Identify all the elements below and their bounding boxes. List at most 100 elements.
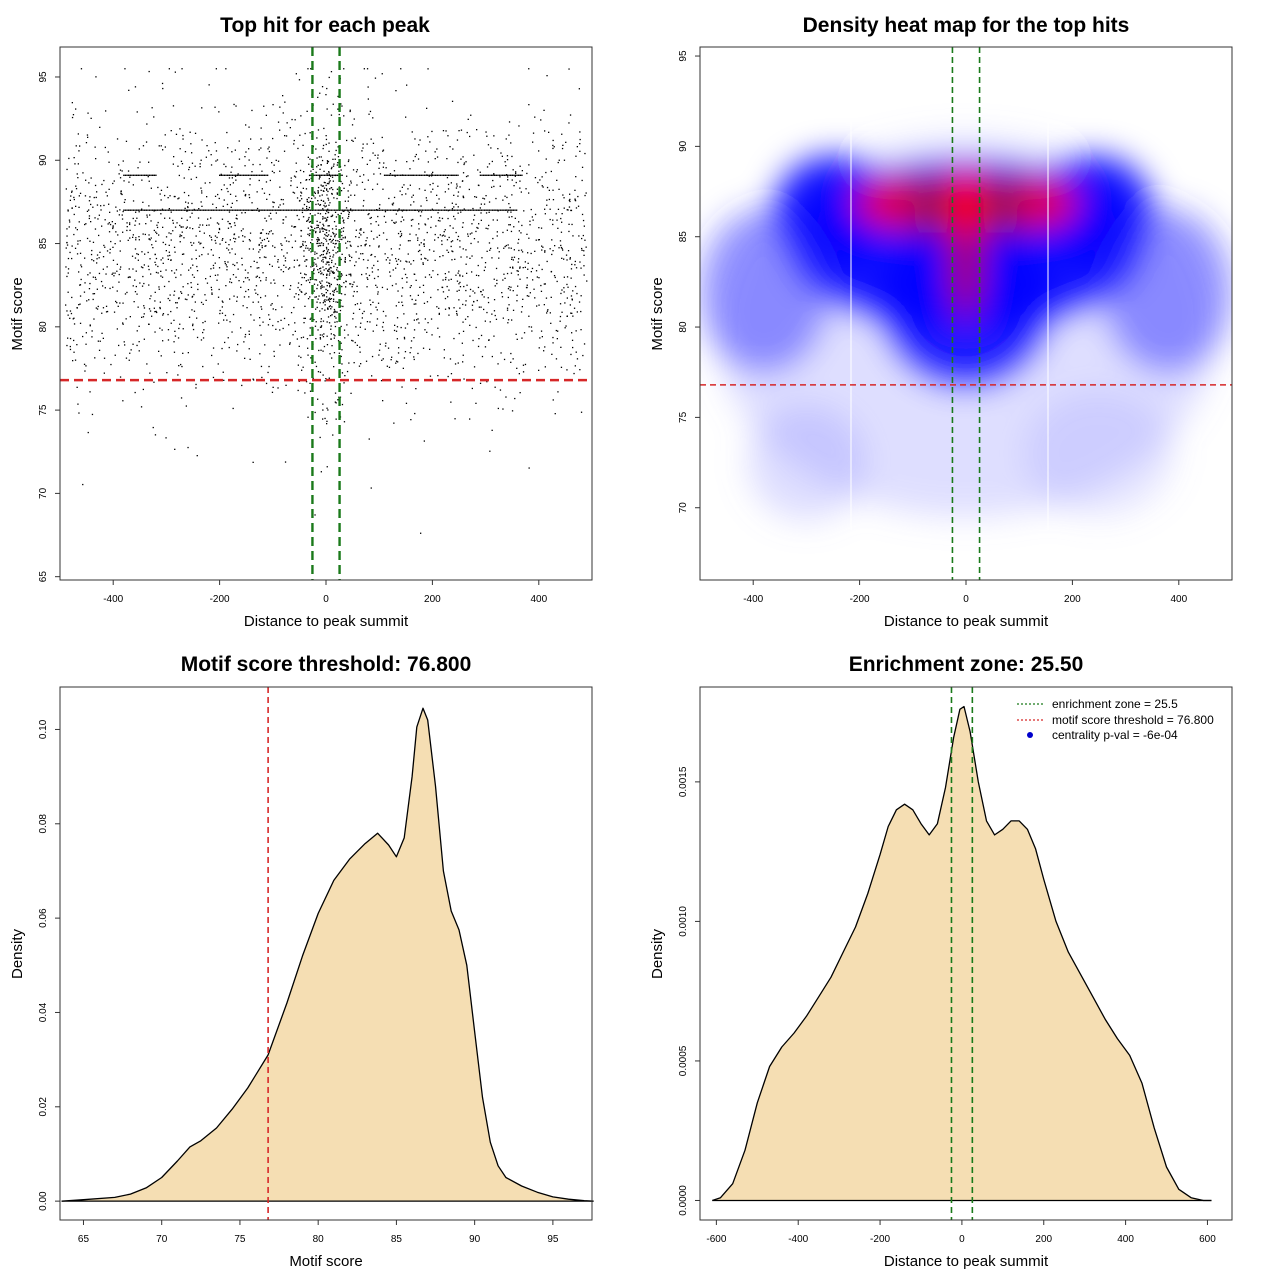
- scatter-point: [246, 209, 248, 211]
- scatter-point: [124, 68, 126, 70]
- scatter-point: [308, 216, 310, 219]
- scatter-point: [538, 347, 540, 349]
- scatter-point: [257, 293, 259, 296]
- scatter-point: [281, 209, 283, 211]
- scatter-point: [68, 219, 71, 221]
- scatter-point: [180, 226, 182, 228]
- scatter-point: [475, 230, 477, 233]
- scatter-point: [530, 326, 533, 328]
- scatter-point: [442, 234, 445, 236]
- scatter-point: [258, 174, 261, 176]
- scatter-point: [141, 179, 143, 181]
- scatter-point: [362, 205, 364, 207]
- scatter-point: [341, 253, 343, 255]
- scatter-point: [300, 229, 302, 232]
- scatter-point: [178, 297, 180, 300]
- scatter-point: [419, 286, 421, 288]
- scatter-point: [518, 249, 520, 252]
- scatter-point: [65, 188, 67, 190]
- scatter-point: [472, 207, 474, 210]
- distance-density-area-fill: [712, 706, 1212, 1201]
- scatter-point: [471, 387, 473, 390]
- scatter-point: [367, 98, 369, 100]
- scatter-point: [381, 73, 383, 75]
- scatter-point: [128, 181, 130, 183]
- scatter-point: [330, 298, 333, 300]
- scatter-point: [225, 264, 227, 266]
- scatter-point: [214, 274, 217, 276]
- scatter-point: [486, 174, 488, 176]
- scatter-point: [316, 238, 318, 241]
- scatter-point: [333, 163, 335, 165]
- scatter-point: [73, 233, 75, 236]
- scatter-point: [257, 174, 259, 176]
- scatter-point: [146, 214, 148, 216]
- scatter-point: [228, 244, 230, 246]
- scatter-point: [328, 306, 330, 308]
- scatter-point: [418, 244, 421, 246]
- scatter-point: [224, 261, 226, 263]
- scatter-point: [495, 209, 497, 211]
- scatter-point: [577, 195, 579, 198]
- heatmap-blue-side: [1104, 209, 1232, 373]
- scatter-point: [561, 221, 563, 223]
- scatter-point: [99, 126, 101, 128]
- scatter-point: [430, 191, 432, 193]
- scatter-point: [430, 174, 432, 176]
- scatter-point: [448, 209, 451, 211]
- scatter-point: [465, 300, 467, 302]
- scatter-point: [349, 260, 351, 262]
- scatter-point: [197, 283, 199, 285]
- scatter-point: [507, 179, 509, 181]
- scatter-point: [435, 174, 437, 176]
- scatter-point: [199, 224, 201, 226]
- scatter-point: [557, 161, 559, 164]
- scatter-point: [260, 147, 262, 149]
- scatter-point: [302, 336, 305, 338]
- scatter-point: [331, 240, 333, 242]
- scatter-point: [544, 213, 546, 215]
- scatter-point: [447, 217, 449, 220]
- scatter-point: [403, 219, 405, 221]
- scatter-point: [140, 266, 143, 268]
- scatter-point: [359, 326, 361, 328]
- scatter-point: [198, 255, 201, 257]
- scatter-point: [114, 223, 116, 225]
- scatter-point: [116, 302, 118, 304]
- scatter-point: [341, 209, 344, 211]
- scatter-point: [353, 209, 355, 211]
- scatter-point: [345, 280, 347, 282]
- scatter-point: [520, 249, 523, 251]
- scatter-point: [442, 279, 444, 281]
- scatter-point: [291, 246, 293, 249]
- scatter-point: [413, 303, 415, 305]
- scatter-point: [92, 276, 94, 278]
- scatter-point: [417, 294, 419, 296]
- scatter-point: [519, 267, 521, 269]
- scatter-point: [88, 182, 90, 184]
- scatter-point: [393, 422, 395, 424]
- scatter-point: [268, 365, 270, 368]
- scatter-point: [85, 332, 87, 334]
- scatter-point: [337, 251, 339, 253]
- scatter-point: [387, 174, 389, 176]
- distance-density-y-tick-label: 0.0005: [678, 1045, 689, 1076]
- scatter-point: [153, 116, 155, 118]
- scatter-point: [499, 209, 502, 211]
- scatter-point: [105, 191, 107, 193]
- scatter-point: [294, 240, 297, 242]
- scatter-point: [331, 345, 333, 347]
- scatter-point: [546, 260, 548, 263]
- scatter-point: [497, 363, 499, 365]
- scatter-point: [542, 246, 544, 248]
- scatter-point: [304, 241, 306, 243]
- scatter-point: [226, 266, 228, 268]
- scatter-point: [112, 226, 114, 228]
- scatter-point: [508, 134, 510, 136]
- scatter-point: [343, 209, 345, 211]
- scatter-point: [347, 196, 350, 198]
- scatter-point: [391, 254, 393, 256]
- scatter-point: [282, 112, 284, 114]
- scatter-point: [319, 338, 322, 340]
- scatter-point: [359, 175, 361, 177]
